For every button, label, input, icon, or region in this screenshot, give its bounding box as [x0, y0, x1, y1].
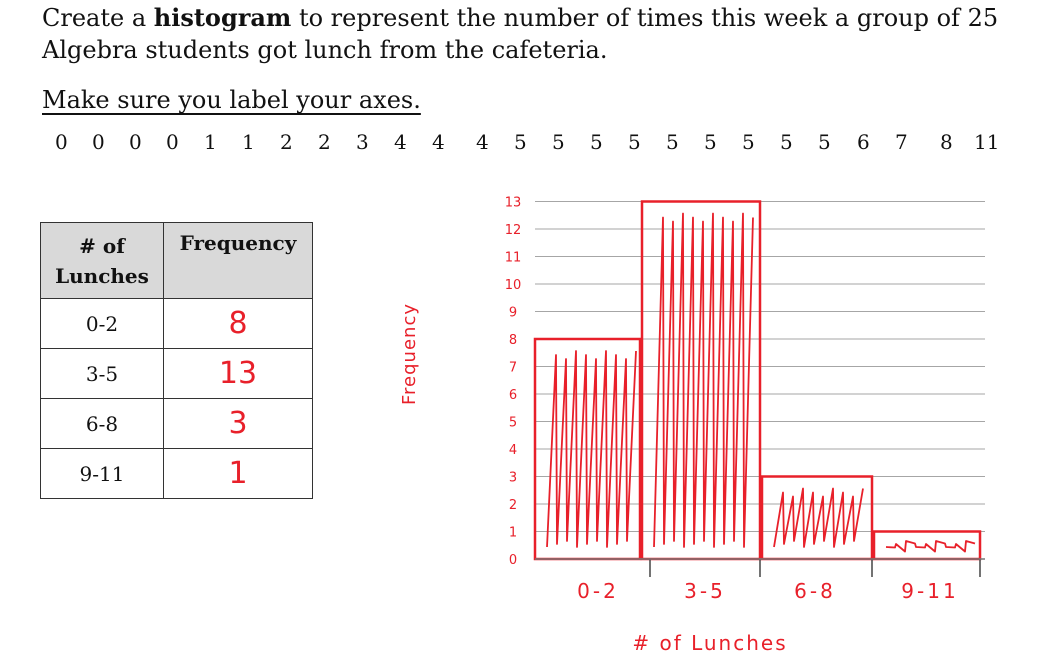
frequency-table: # of Lunches Frequency 0-2 8 3-5 13 6-8 … — [40, 222, 313, 499]
y-tick-label: 5 — [509, 416, 517, 431]
chart-x-tick-labels: 0-2 3-5 6-8 9-11 — [577, 559, 981, 603]
prompt-bold-term: histogram — [153, 3, 292, 32]
x-axis-label: # of Lunches — [632, 631, 787, 655]
data-value: 4 — [432, 130, 445, 154]
data-value: 2 — [318, 130, 331, 154]
y-tick-label: 3 — [509, 471, 517, 486]
x-tick-label: 6-8 — [794, 579, 836, 603]
y-tick-label: 6 — [509, 388, 517, 403]
table-row: 9-11 1 — [40, 448, 313, 499]
chart-bars — [533, 200, 982, 561]
y-tick-label: 7 — [509, 361, 517, 376]
header-frequency: Frequency — [163, 222, 313, 299]
data-value: 11 — [974, 130, 1000, 154]
x-tick-label: 9-11 — [901, 579, 958, 603]
axis-label-instruction: Make sure you label your axes. — [42, 86, 421, 114]
y-tick-label: 2 — [509, 498, 517, 513]
data-value: 4 — [394, 130, 407, 154]
data-value: 4 — [476, 130, 489, 154]
data-value: 5 — [780, 130, 793, 154]
chart-hatching — [546, 212, 976, 553]
cell-frequency: 1 — [163, 448, 313, 499]
data-value: 1 — [204, 130, 217, 154]
data-value: 0 — [129, 130, 142, 154]
x-tick-label: 0-2 — [577, 579, 619, 603]
data-values-row: 0 0 0 0 1 1 2 2 3 4 4 4 5 5 5 5 5 5 5 5 5 6 7 8 11 — [40, 130, 1040, 160]
y-tick-label: 12 — [505, 223, 522, 238]
prompt-text-1: Create a — [42, 4, 154, 32]
table-row: 6-8 3 — [40, 398, 313, 449]
data-value: 0 — [166, 130, 179, 154]
data-value: 5 — [628, 130, 641, 154]
data-value: 5 — [704, 130, 717, 154]
cell-range: 3-5 — [40, 348, 164, 399]
y-tick-label: 9 — [509, 306, 517, 321]
data-value: 7 — [895, 130, 908, 154]
table-header-row: # of Lunches Frequency — [40, 222, 313, 299]
header-lunches: # of Lunches — [40, 222, 164, 299]
problem-prompt: Create a histogram to represent the numb… — [42, 2, 1042, 66]
y-tick-label: 8 — [509, 333, 517, 348]
cell-range: 6-8 — [40, 398, 164, 449]
data-value: 0 — [92, 130, 105, 154]
bar-hatching — [653, 212, 754, 548]
data-value: 0 — [55, 130, 68, 154]
data-value: 5 — [742, 130, 755, 154]
y-tick-label: 0 — [509, 553, 517, 568]
data-value: 5 — [666, 130, 679, 154]
cell-frequency: 3 — [163, 398, 313, 449]
data-value: 6 — [857, 130, 870, 154]
data-value: 3 — [356, 130, 369, 154]
data-value: 1 — [242, 130, 255, 154]
x-tick-label: 3-5 — [684, 579, 726, 603]
data-value: 2 — [280, 130, 293, 154]
y-tick-label: 11 — [505, 251, 522, 266]
y-tick-label: 10 — [505, 278, 522, 293]
data-value: 5 — [590, 130, 603, 154]
bar-hatching — [885, 540, 976, 553]
y-tick-label: 4 — [509, 443, 517, 458]
bar-hatching — [773, 487, 864, 548]
y-axis-label: Frequency — [399, 303, 420, 405]
bar-hatching — [546, 350, 637, 548]
cell-frequency: 8 — [163, 298, 313, 349]
cell-range: 0-2 — [40, 298, 164, 349]
data-value: 5 — [552, 130, 565, 154]
y-tick-label: 13 — [505, 196, 522, 211]
data-value: 5 — [514, 130, 527, 154]
y-tick-label: 1 — [509, 526, 517, 541]
data-value: 5 — [818, 130, 831, 154]
table-row: 0-2 8 — [40, 298, 313, 349]
data-value: 8 — [940, 130, 953, 154]
prompt-text-2: to represent the number of times this we… — [42, 4, 999, 64]
